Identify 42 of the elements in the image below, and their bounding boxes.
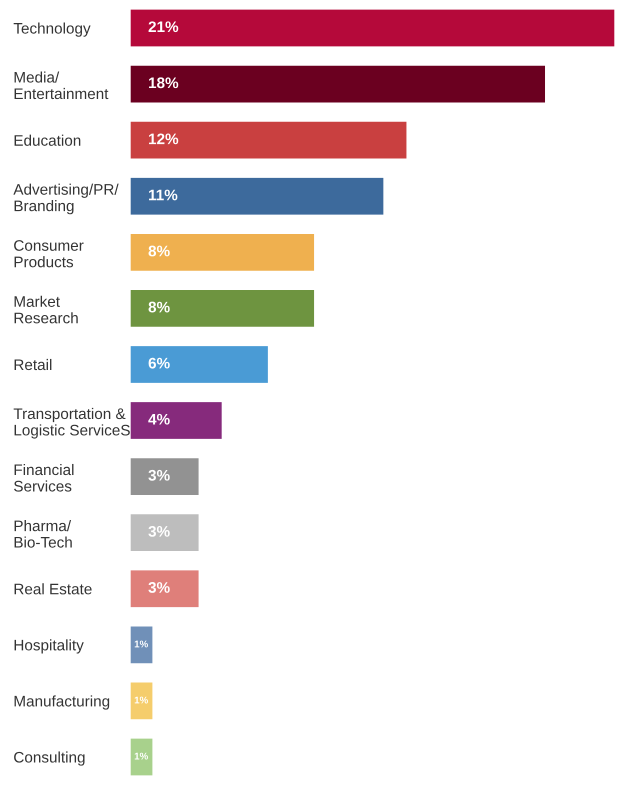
bar xyxy=(130,456,200,496)
data-label: 3% xyxy=(148,582,170,593)
data-label: 8% xyxy=(148,302,170,312)
y-tick-label: Manufacturing xyxy=(14,695,110,710)
bar xyxy=(130,625,154,665)
bar xyxy=(130,176,385,216)
data-label: 12% xyxy=(149,133,178,144)
data-label: 8% xyxy=(148,246,170,256)
bar xyxy=(130,512,200,552)
data-label: 3% xyxy=(148,526,170,537)
y-tick-label: Market Research xyxy=(14,296,78,324)
data-label: 1% xyxy=(134,640,148,648)
bar xyxy=(130,120,408,160)
y-tick-label: Real Estate xyxy=(14,583,92,594)
y-tick-label: Financial Services xyxy=(14,464,74,492)
data-label: 21% xyxy=(148,21,178,32)
bar xyxy=(130,568,200,609)
data-label: 11% xyxy=(149,190,178,200)
y-tick-label: Transportation & Logistic ServiceS xyxy=(14,408,130,439)
data-label: 18% xyxy=(149,77,178,88)
y-tick-label: Consulting xyxy=(14,751,85,766)
y-tick-label: Technology xyxy=(14,22,91,37)
bar xyxy=(130,232,316,272)
bar xyxy=(130,8,615,48)
y-tick-label: Retail xyxy=(14,358,52,370)
y-tick-label: Consumer Products xyxy=(14,240,84,268)
data-label: 4% xyxy=(148,414,170,425)
data-label: 3% xyxy=(148,470,170,481)
data-label: 6% xyxy=(148,358,170,369)
bar xyxy=(130,400,224,440)
bar xyxy=(130,64,546,104)
bar xyxy=(130,681,154,721)
y-tick-label: Education xyxy=(14,134,80,146)
bar xyxy=(130,344,270,384)
bar xyxy=(130,288,316,328)
data-label: 1% xyxy=(134,696,148,704)
y-tick-label: Advertising/PR/ Branding xyxy=(13,184,119,214)
y-tick-label: Pharma/ Bio-Tech xyxy=(14,520,72,548)
bar xyxy=(130,737,154,777)
data-label: 1% xyxy=(134,752,148,760)
y-tick-label: Media/ Entertainment xyxy=(14,71,108,100)
y-tick-label: Hospitality xyxy=(14,639,84,654)
